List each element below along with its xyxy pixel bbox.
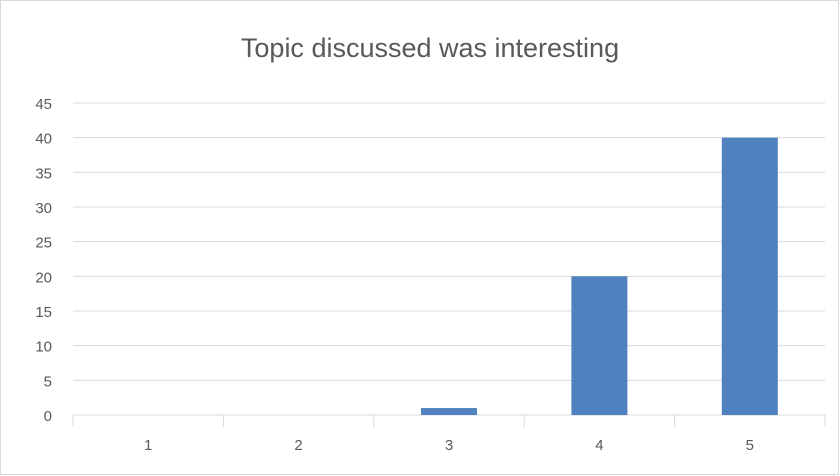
chart-title: Topic discussed was interesting	[241, 33, 619, 63]
y-tick-label: 10	[35, 339, 52, 356]
x-tick-label: 4	[595, 437, 603, 454]
y-tick-label: 30	[35, 200, 52, 217]
x-tick-label: 2	[294, 437, 302, 454]
y-tick-label: 25	[35, 235, 52, 252]
x-tick-label: 3	[445, 437, 453, 454]
y-tick-label: 40	[35, 131, 52, 148]
x-tick-label: 1	[144, 437, 152, 454]
y-tick-label: 45	[35, 96, 52, 113]
bar	[421, 408, 477, 415]
y-tick-label: 5	[44, 373, 52, 390]
bar	[721, 137, 778, 415]
y-tick-label: 35	[35, 165, 52, 182]
y-tick-label: 0	[44, 408, 52, 425]
y-tick-label: 15	[35, 304, 52, 321]
x-tick-label: 5	[746, 437, 754, 454]
bar	[571, 276, 628, 415]
y-tick-label: 20	[35, 269, 52, 286]
